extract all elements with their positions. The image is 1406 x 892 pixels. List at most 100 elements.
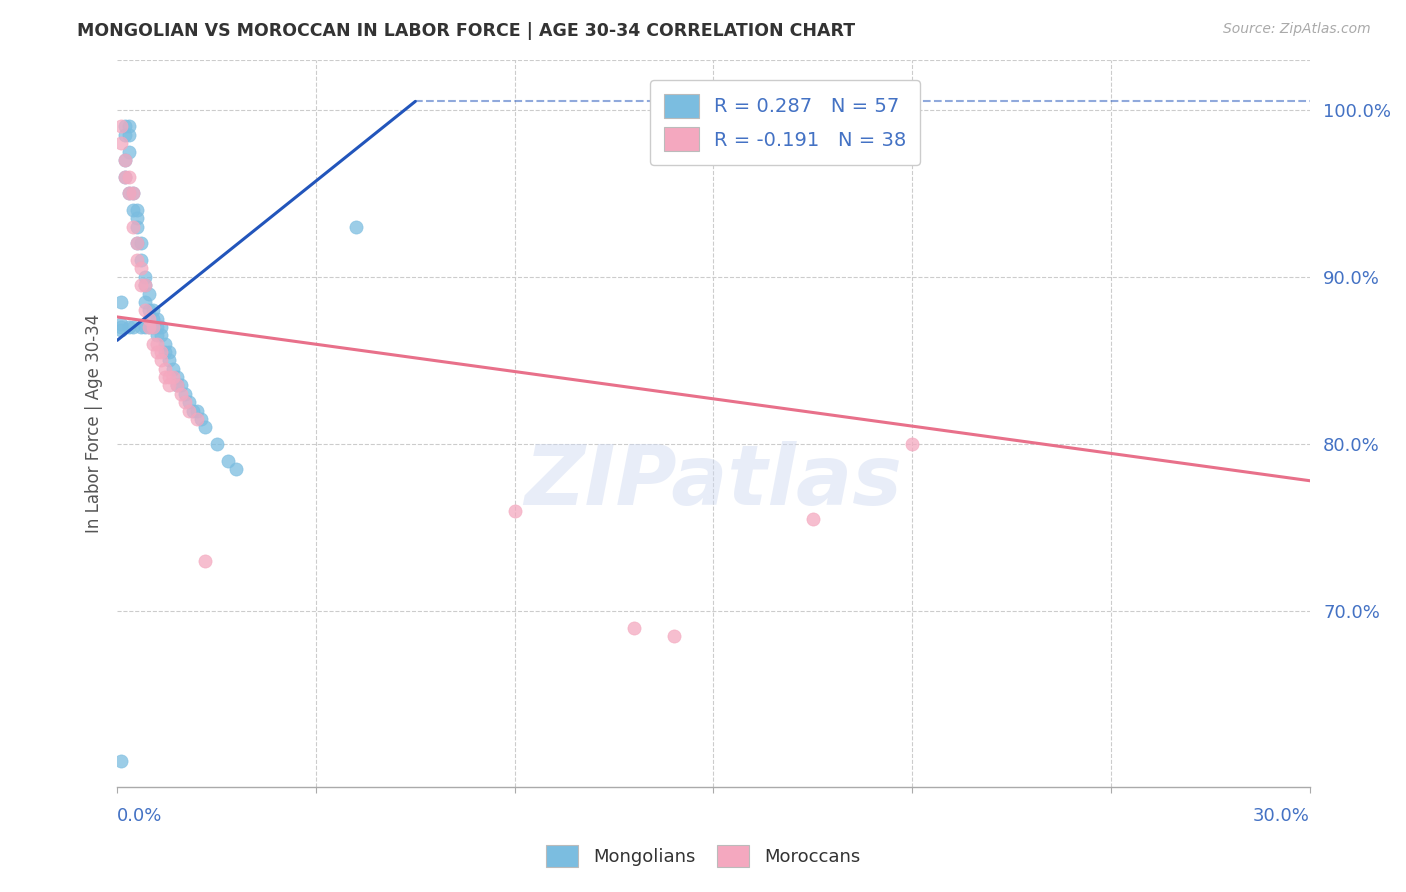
Point (138, 320, 160, 334)
Point (129, 253, 152, 268)
Text: 30.0%: 30.0% (1253, 806, 1310, 824)
Y-axis label: In Labor Force | Age 30-34: In Labor Force | Age 30-34 (86, 313, 103, 533)
Point (125, 202, 148, 217)
Point (138, 303, 160, 318)
Point (149, 328, 172, 343)
Point (153, 361, 176, 376)
Point (125, 253, 148, 268)
Point (186, 403, 208, 417)
Point (157, 378, 180, 392)
Point (134, 294, 156, 309)
Point (173, 387, 195, 401)
Point (118, 186, 141, 201)
Point (134, 269, 156, 284)
Point (166, 378, 188, 392)
Point (125, 236, 148, 251)
Point (142, 320, 165, 334)
Point (225, 462, 247, 476)
Point (190, 412, 212, 426)
Point (153, 336, 176, 351)
Point (157, 353, 180, 368)
Point (662, 629, 685, 643)
Point (122, 219, 145, 234)
Text: MONGOLIAN VS MOROCCAN IN LABOR FORCE | AGE 30-34 CORRELATION CHART: MONGOLIAN VS MOROCCAN IN LABOR FORCE | A… (77, 22, 855, 40)
Point (142, 311, 165, 326)
Point (134, 278, 156, 293)
Point (129, 236, 152, 251)
Point (149, 353, 172, 368)
Point (173, 395, 195, 409)
Point (153, 370, 176, 384)
Point (623, 621, 645, 635)
Point (110, 320, 132, 334)
Point (503, 504, 526, 518)
Legend: R = 0.287   N = 57, R = -0.191   N = 38: R = 0.287 N = 57, R = -0.191 N = 38 (650, 80, 920, 165)
Point (162, 361, 184, 376)
Point (134, 278, 156, 293)
Point (194, 554, 217, 568)
Point (186, 412, 208, 426)
Point (153, 345, 176, 359)
Point (166, 378, 188, 392)
Point (134, 320, 156, 334)
Point (114, 153, 136, 167)
Text: Source: ZipAtlas.com: Source: ZipAtlas.com (1223, 22, 1371, 37)
Point (122, 202, 145, 217)
Point (344, 219, 367, 234)
Point (125, 236, 148, 251)
Point (142, 303, 165, 318)
Point (122, 186, 145, 201)
Point (146, 311, 169, 326)
Point (218, 453, 240, 467)
Point (122, 320, 145, 334)
Point (146, 345, 169, 359)
Point (110, 323, 132, 337)
Point (901, 437, 924, 451)
Point (138, 320, 160, 334)
Point (146, 336, 169, 351)
Point (114, 120, 136, 134)
Point (129, 261, 152, 276)
Point (110, 755, 132, 769)
Point (114, 169, 136, 184)
Point (125, 219, 148, 234)
Point (157, 345, 180, 359)
Point (162, 370, 184, 384)
Point (118, 169, 141, 184)
Point (181, 403, 204, 417)
Point (157, 370, 180, 384)
Point (118, 186, 141, 201)
Point (125, 211, 148, 226)
Point (166, 370, 188, 384)
Point (129, 278, 152, 293)
Point (142, 336, 165, 351)
Point (177, 395, 200, 409)
Point (142, 320, 165, 334)
Text: ZIPatlas: ZIPatlas (524, 441, 903, 522)
Point (114, 128, 136, 142)
Point (149, 345, 172, 359)
Point (170, 387, 193, 401)
Point (205, 437, 228, 451)
Point (138, 311, 160, 326)
Text: 0.0%: 0.0% (117, 806, 163, 824)
Point (110, 136, 132, 150)
Point (110, 317, 132, 331)
Point (118, 120, 141, 134)
Point (129, 320, 152, 334)
Point (138, 286, 160, 301)
Point (134, 303, 156, 318)
Point (801, 512, 824, 526)
Point (118, 128, 141, 142)
Point (118, 145, 141, 159)
Point (170, 378, 193, 392)
Point (146, 320, 169, 334)
Point (110, 294, 132, 309)
Point (149, 320, 172, 334)
Point (146, 328, 169, 343)
Point (177, 403, 200, 417)
Point (122, 186, 145, 201)
Point (118, 320, 141, 334)
Legend: Mongolians, Moroccans: Mongolians, Moroccans (538, 838, 868, 874)
Point (110, 120, 132, 134)
